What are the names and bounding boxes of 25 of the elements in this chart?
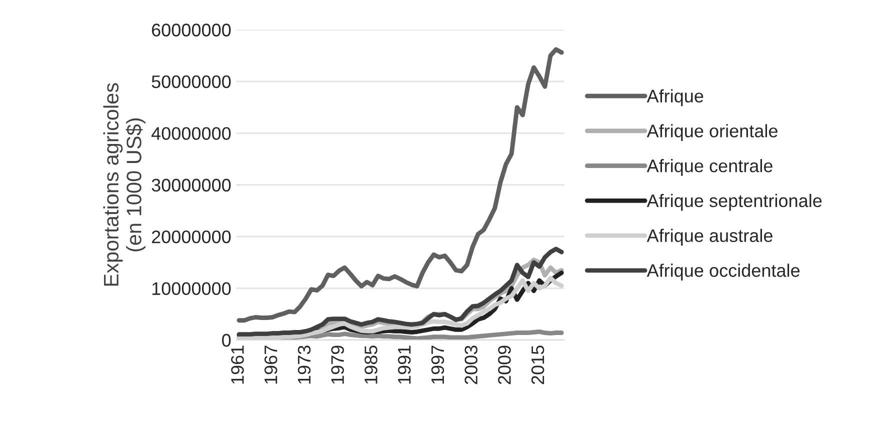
- x-tick-label: 1979: [331, 346, 344, 384]
- legend-label: Afrique centrale: [646, 159, 772, 176]
- y-tick-label: 50000000: [152, 75, 231, 88]
- x-tick-label: 1967: [264, 346, 278, 384]
- line-series: [236, 47, 564, 323]
- y-tick-label: 30000000: [152, 178, 231, 192]
- y-tick-label: 40000000: [151, 127, 231, 140]
- x-tick-label: 1985: [364, 346, 378, 384]
- x-tick-label: 2015: [531, 346, 544, 384]
- x-tick-label: 1961: [231, 346, 244, 384]
- legend-label: Afrique australe: [646, 228, 772, 246]
- y-tick-label: 20000000: [152, 230, 231, 244]
- x-tick-label: 2009: [498, 346, 511, 384]
- x-tick-label: 1997: [431, 346, 444, 384]
- y-axis-title: Exportations agricoles (en 1000 US$): [103, 83, 146, 286]
- x-tick-label: 1973: [298, 346, 311, 384]
- legend-label: Afrique: [646, 89, 704, 106]
- x-tick-label: 2003: [464, 346, 478, 384]
- x-tick-label: 1991: [398, 346, 411, 384]
- y-tick-label: 0: [222, 334, 231, 347]
- y-tick-label: 10000000: [152, 282, 231, 296]
- y-tick-label: 60000000: [152, 24, 231, 36]
- legend-label: Afrique orientale: [646, 124, 778, 141]
- legend-label: Afrique septentrionale: [646, 194, 822, 211]
- legend-label: Afrique occidentale: [646, 264, 800, 281]
